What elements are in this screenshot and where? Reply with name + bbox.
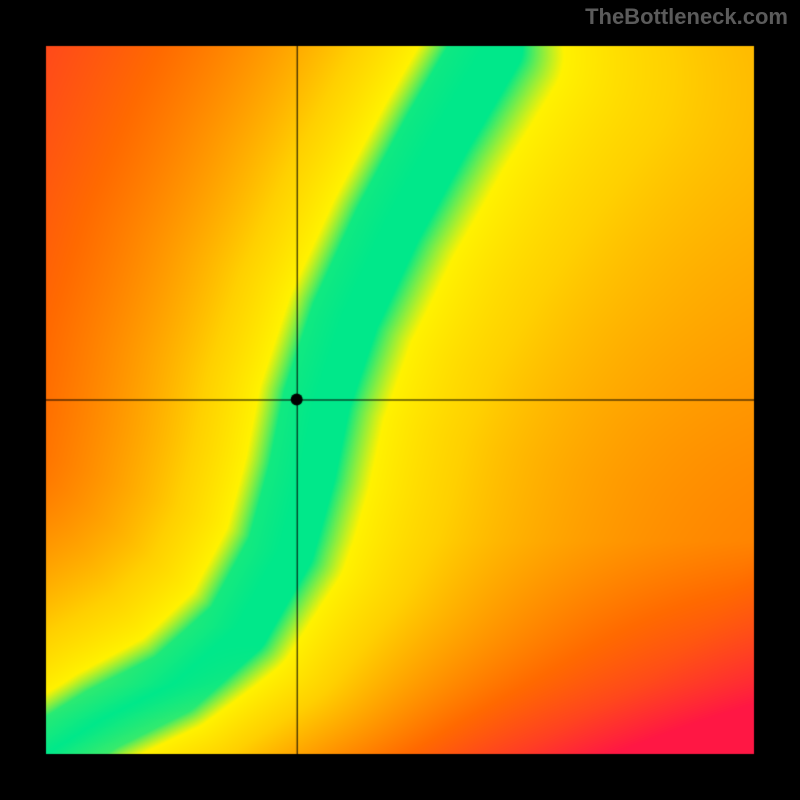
watermark-text: TheBottleneck.com <box>585 4 788 30</box>
crosshair-overlay <box>0 0 800 800</box>
